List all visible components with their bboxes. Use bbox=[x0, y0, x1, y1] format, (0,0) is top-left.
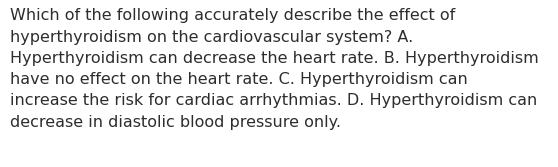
Text: Which of the following accurately describe the effect of
hyperthyroidism on the : Which of the following accurately descri… bbox=[10, 8, 539, 130]
